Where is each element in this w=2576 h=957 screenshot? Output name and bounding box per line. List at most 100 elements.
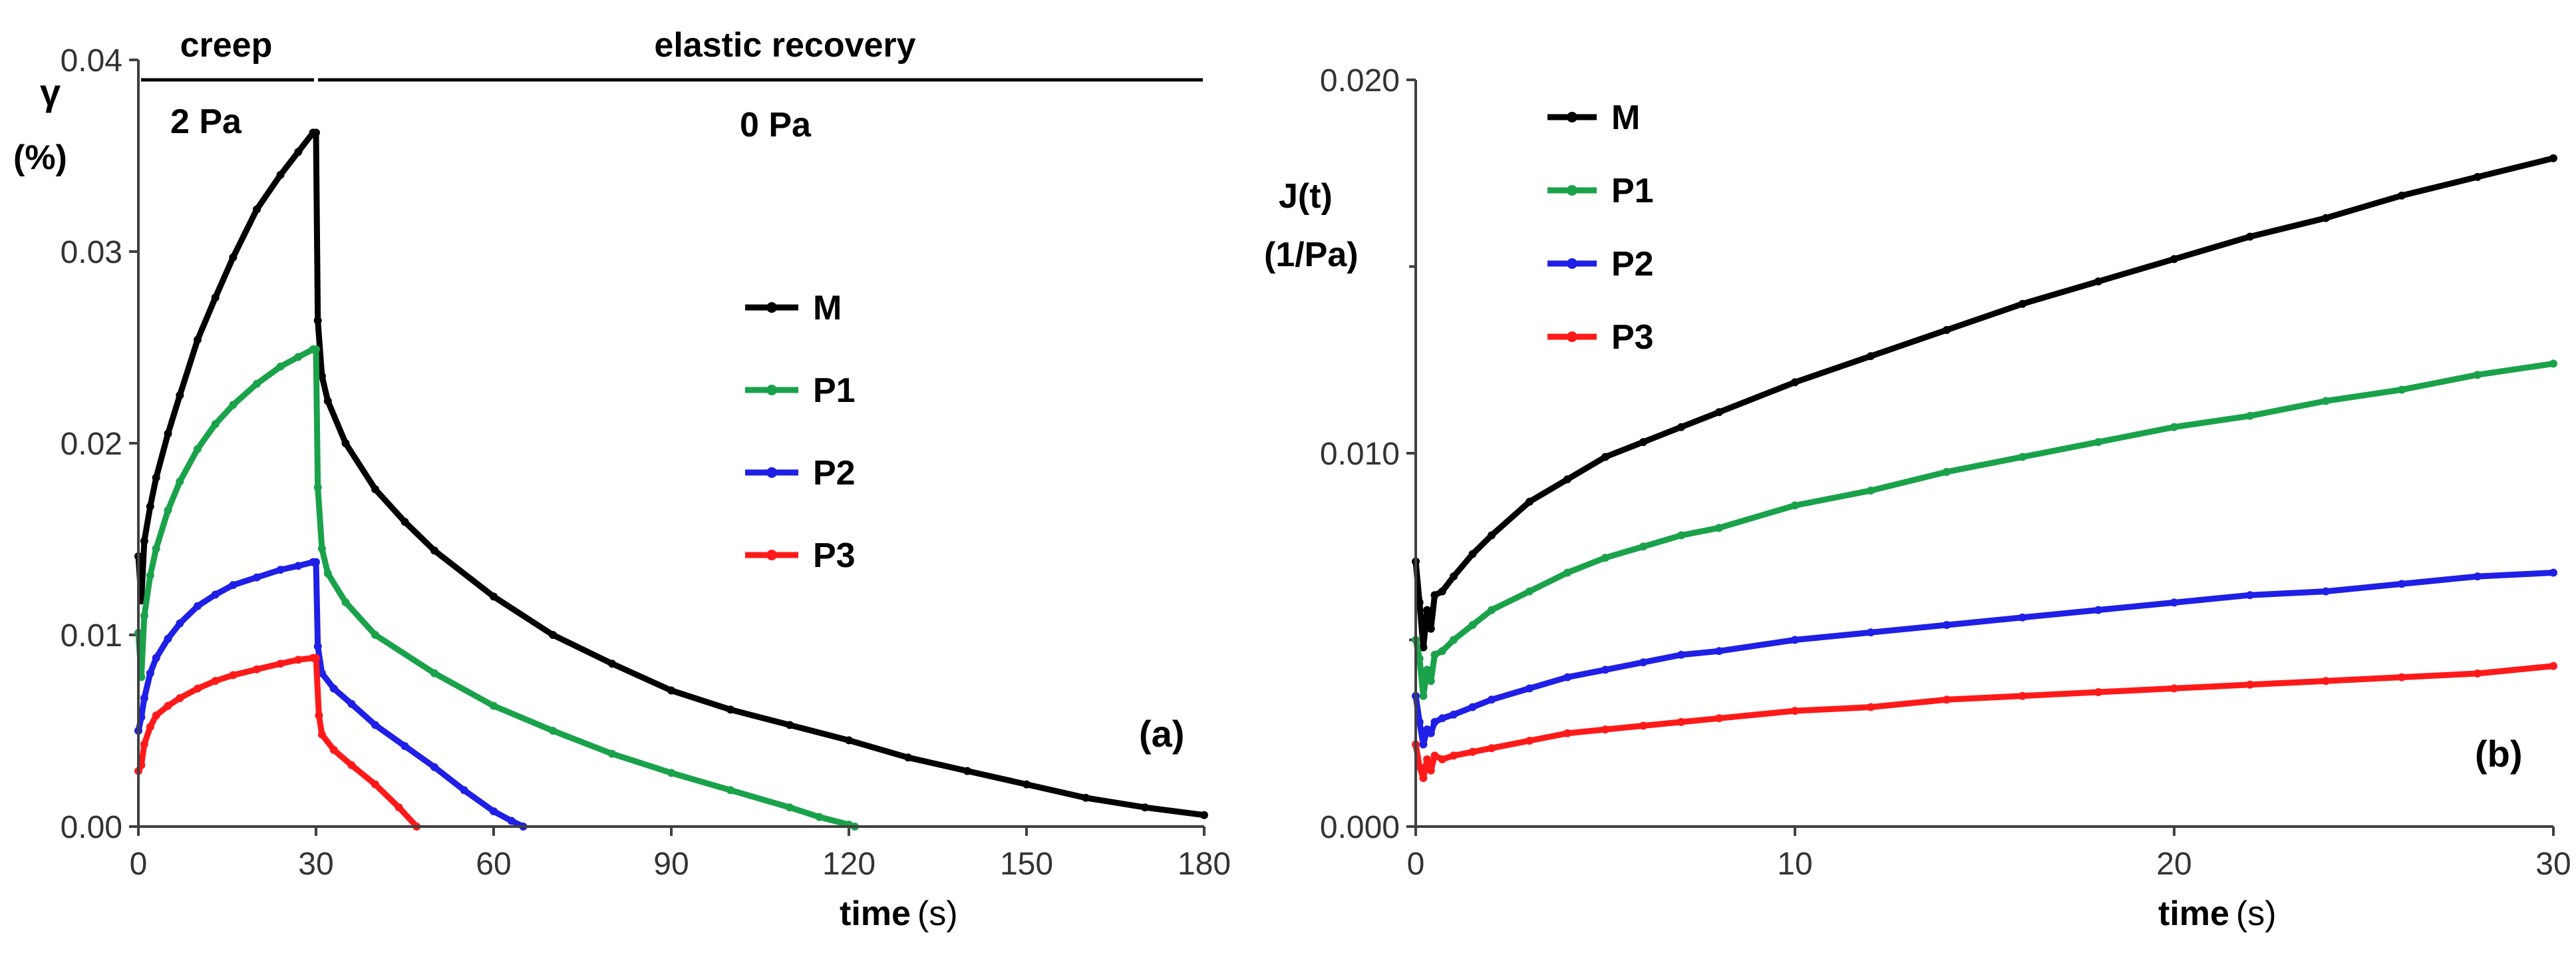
- data-point-p2: [140, 694, 148, 702]
- data-point-p2: [1468, 703, 1477, 711]
- data-point-p2: [1488, 695, 1496, 704]
- data-point-m: [1526, 497, 1533, 506]
- data-point-p3: [1438, 755, 1446, 763]
- data-point-p3: [2170, 684, 2178, 693]
- data-point-m: [845, 736, 853, 745]
- data-point-p3: [229, 671, 238, 679]
- data-point-p1: [276, 362, 285, 371]
- data-point-p3: [1791, 707, 1799, 715]
- data-point-p3: [1526, 737, 1533, 745]
- data-point-p2: [211, 590, 220, 599]
- xtick-label: 0: [1407, 847, 1425, 882]
- series-line-p1: [135, 346, 858, 830]
- data-point-p2: [1791, 636, 1799, 644]
- data-point-m: [312, 128, 320, 137]
- data-point-p1: [2474, 371, 2482, 379]
- data-point-m: [1677, 423, 1685, 431]
- data-point-p1: [371, 631, 379, 639]
- panel-b-xlabel: time (s): [2158, 894, 2277, 933]
- data-point-p2: [1943, 621, 1951, 630]
- data-point-m: [963, 767, 971, 775]
- series-line-m: [1412, 155, 2557, 651]
- data-point-p1: [152, 544, 160, 553]
- data-point-m: [2398, 191, 2406, 200]
- xtick-label: 150: [1000, 847, 1053, 882]
- panel-b-xlabel-unit: (s): [2236, 894, 2277, 933]
- data-point-m: [1430, 591, 1439, 600]
- data-point-p1: [1526, 587, 1533, 596]
- panel-b-legend: M P1 P2 P3: [1547, 98, 1654, 357]
- data-point-m: [1468, 550, 1477, 558]
- panel-a-axes: [137, 60, 1204, 828]
- data-point-m: [667, 686, 675, 695]
- data-point-p1: [176, 477, 184, 486]
- data-point-p3: [1563, 729, 1571, 737]
- data-point-m: [2246, 232, 2254, 241]
- data-point-p2: [2094, 606, 2102, 614]
- data-point-p1: [726, 786, 734, 795]
- data-point-p2: [430, 763, 438, 771]
- xtick-label: 30: [2535, 847, 2571, 882]
- legend-marker-m: [766, 302, 777, 313]
- data-point-m: [294, 148, 303, 156]
- data-point-p1: [490, 701, 498, 710]
- panel-a-ylabel-unit: (%): [13, 138, 67, 177]
- data-point-p1: [430, 669, 438, 677]
- series-line-p2: [1412, 570, 2557, 748]
- data-point-p3: [329, 745, 338, 754]
- data-point-p1: [2549, 359, 2557, 368]
- data-point-p1: [608, 749, 616, 758]
- legend-label-p1: P1: [1611, 172, 1654, 210]
- data-point-p3: [2246, 680, 2254, 689]
- data-point-p3: [371, 780, 379, 789]
- data-point-m: [253, 205, 261, 214]
- data-point-m: [317, 372, 326, 381]
- legend-marker-p3: [766, 550, 777, 560]
- data-point-p2: [1677, 650, 1685, 659]
- data-point-p1: [253, 379, 261, 388]
- data-point-p1: [164, 506, 172, 514]
- data-point-p2: [152, 654, 160, 662]
- panel-a-legend: M P1 P2 P3: [745, 289, 856, 575]
- data-point-p2: [1450, 710, 1458, 719]
- data-point-p2: [2246, 591, 2254, 600]
- data-point-m: [1601, 453, 1609, 461]
- data-point-m: [1715, 408, 1723, 417]
- data-point-m: [430, 546, 438, 555]
- data-point-p1: [1438, 647, 1446, 656]
- data-point-p1: [815, 813, 824, 821]
- data-point-p3: [1677, 717, 1685, 726]
- data-point-m: [2170, 255, 2178, 264]
- recovery-stress-label: 0 Pa: [740, 106, 812, 144]
- data-point-p3: [1468, 747, 1477, 756]
- data-point-p2: [164, 634, 172, 643]
- data-point-p1: [194, 445, 202, 453]
- data-point-p1: [1563, 568, 1571, 577]
- data-point-m: [549, 631, 557, 639]
- data-point-m: [1141, 803, 1149, 812]
- data-point-p3: [1419, 774, 1428, 783]
- ytick-label: 0.02: [61, 427, 122, 462]
- data-point-p3: [152, 711, 160, 719]
- data-point-p1: [1867, 486, 1875, 495]
- data-point-p2: [2322, 587, 2330, 596]
- data-point-m: [1082, 793, 1090, 802]
- data-point-p3: [2474, 670, 2482, 677]
- legend-label-p2: P2: [1611, 245, 1654, 284]
- data-point-p2: [313, 642, 322, 651]
- data-point-m: [1438, 587, 1446, 596]
- creep-label: creep: [180, 26, 273, 65]
- data-point-p2: [1426, 729, 1435, 737]
- data-point-m: [490, 592, 498, 601]
- xtick-label: 60: [476, 847, 511, 882]
- data-point-p2: [1601, 666, 1609, 674]
- data-point-m: [371, 485, 379, 494]
- data-point-p3: [1415, 763, 1424, 771]
- data-point-p2: [253, 573, 261, 582]
- panel-a-xlabel-text: time: [840, 894, 911, 933]
- series-line-m: [135, 129, 1208, 819]
- data-point-p1: [1601, 554, 1609, 562]
- data-point-p2: [1867, 628, 1875, 637]
- data-point-p1: [317, 544, 326, 553]
